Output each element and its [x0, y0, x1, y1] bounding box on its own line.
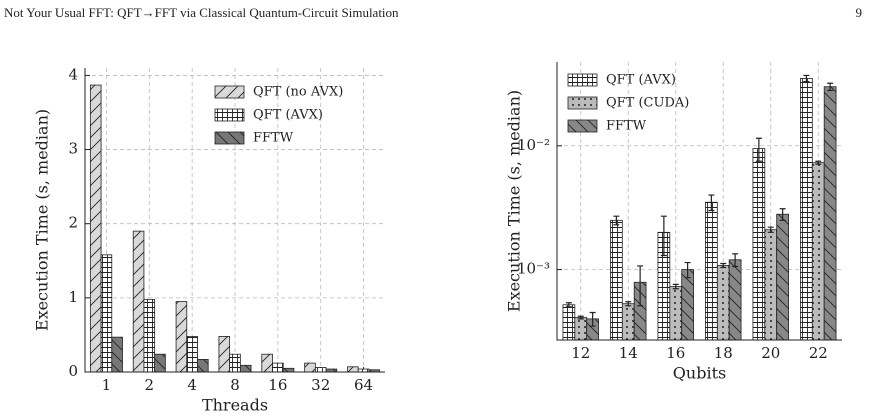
legend-swatch: [567, 96, 598, 110]
error-bar: [827, 82, 834, 92]
bar: [764, 229, 778, 341]
error-bar: [684, 261, 691, 279]
bar: [132, 230, 145, 373]
bar: [282, 367, 295, 373]
y-tick-label: 2: [68, 214, 78, 232]
bar: [811, 162, 825, 341]
bar: [716, 265, 730, 341]
error-bar: [672, 283, 679, 290]
x-tick-label: 12: [571, 344, 590, 362]
bar: [728, 259, 742, 341]
bar: [347, 366, 359, 373]
x-tick-label: 8: [230, 376, 240, 394]
legend-label: QFT (no AVX): [253, 85, 343, 100]
bar: [175, 301, 188, 373]
error-bar: [637, 265, 644, 307]
legend-swatch: [214, 108, 245, 122]
x-tick-label: 16: [666, 344, 685, 362]
bar: [143, 298, 156, 373]
error-bar: [815, 160, 822, 165]
x-tick-label: 14: [619, 344, 638, 362]
page-number: 9: [856, 5, 863, 20]
x-tick-label: 16: [268, 376, 287, 394]
legend-swatch: [214, 131, 245, 145]
bar: [621, 303, 635, 341]
error-bar: [565, 302, 572, 308]
error-bar: [589, 311, 596, 327]
bar: [261, 353, 273, 373]
bar: [89, 84, 102, 373]
y-axis-label: Execution Time (s, median): [33, 109, 52, 331]
running-title: Not Your Usual FFT: QFT→FFT via Classica…: [4, 5, 399, 20]
legend-label: FFTW: [253, 131, 294, 146]
y-tick-label: 0: [68, 362, 78, 380]
x-tick-label: 4: [187, 376, 197, 394]
legend-swatch: [214, 85, 245, 99]
bar: [304, 362, 316, 373]
bar: [239, 364, 252, 373]
legend-swatch: [567, 73, 598, 87]
bar: [314, 367, 327, 373]
error-bar: [708, 194, 715, 212]
bar: [272, 362, 284, 373]
y-tick-label: 10⁻²: [517, 136, 550, 154]
x-axis-label: Threads: [202, 396, 268, 415]
bar: [218, 336, 231, 373]
x-tick-label: 64: [354, 376, 373, 394]
error-bar: [779, 208, 786, 221]
x-tick-label: 1: [102, 376, 112, 394]
bar: [197, 358, 209, 373]
y-axis-label: Execution Time (s, median): [505, 90, 524, 312]
legend-label: QFT (AVX): [253, 108, 323, 123]
y-tick-label: 3: [68, 140, 78, 158]
x-tick-label: 2: [145, 376, 155, 394]
error-bar: [660, 215, 667, 257]
error-bar: [625, 301, 632, 307]
y-tick-label: 1: [68, 288, 78, 306]
error-bar: [767, 226, 774, 233]
chart: 0 1 2 3 4 1 2 4 8 16 32 64 Threads Execution Time (s,…: [33, 65, 385, 415]
error-bar: [755, 137, 762, 162]
bar: [669, 286, 683, 341]
bar: [681, 269, 694, 341]
error-bar: [613, 215, 620, 226]
legend-label: QFT (CUDA): [606, 96, 689, 111]
error-bar: [577, 315, 584, 320]
legend-swatch: [567, 119, 598, 133]
axis-spine: [556, 62, 842, 341]
bar: [111, 336, 123, 373]
bar: [752, 148, 766, 341]
x-tick-label: 20: [761, 344, 780, 362]
axis-spine: [84, 68, 385, 373]
error-bar: [732, 253, 739, 268]
bar: [705, 201, 718, 341]
error-bar: [803, 74, 810, 83]
x-tick-label: 18: [714, 344, 733, 362]
bar: [776, 213, 789, 341]
legend-label: FFTW: [606, 119, 647, 134]
bar: [574, 317, 588, 341]
chart: 10⁻³ 10⁻² 12 14 16 18 20 22 Qubits Execution Time…: [505, 62, 842, 383]
bar: [186, 336, 198, 373]
bar: [610, 219, 623, 341]
x-axis-label: Qubits: [673, 364, 726, 383]
y-tick-label: 4: [68, 65, 78, 83]
bar: [154, 353, 166, 373]
x-tick-label: 32: [311, 376, 330, 394]
bar: [100, 254, 113, 373]
bar: [229, 353, 241, 373]
x-tick-label: 22: [809, 344, 828, 362]
legend-label: QFT (AVX): [606, 73, 676, 88]
bar: [823, 86, 837, 341]
bar: [562, 304, 576, 341]
error-bar: [720, 262, 727, 269]
bar: [800, 78, 813, 341]
y-tick-label: 10⁻³: [517, 260, 550, 278]
